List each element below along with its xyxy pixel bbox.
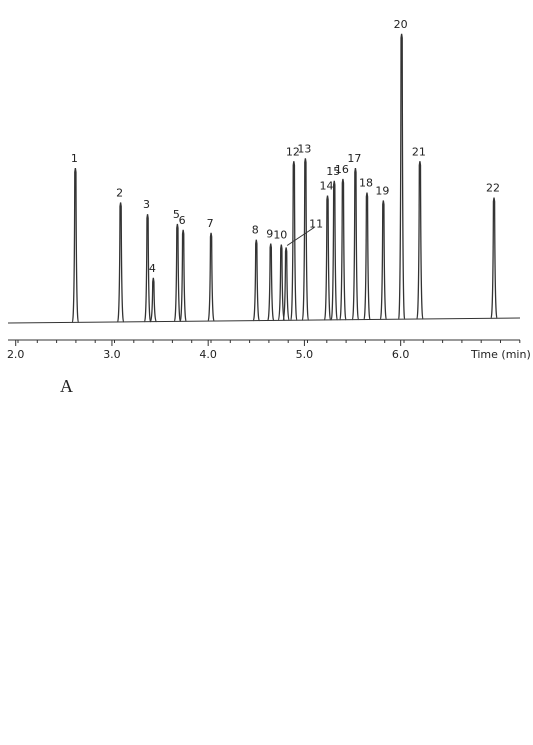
peak	[363, 192, 371, 321]
peak-label: 9	[266, 228, 273, 241]
peak-label: 13	[297, 142, 311, 155]
baseline	[7, 317, 521, 324]
peak	[71, 168, 80, 323]
peak	[416, 161, 424, 320]
peak-label: 18	[359, 177, 373, 190]
x-tick-label: 2.0	[7, 348, 25, 361]
peak-label: 17	[347, 152, 361, 165]
peak	[143, 214, 152, 323]
peak-label: 21	[412, 145, 426, 158]
peak	[173, 223, 182, 322]
peak-label: 22	[486, 182, 500, 195]
peak-label: 11	[309, 218, 323, 231]
peak	[267, 243, 275, 322]
peak-label: 5	[173, 208, 180, 221]
peak-label: 8	[252, 224, 259, 237]
peak-label: 4	[149, 262, 156, 275]
peak	[290, 161, 298, 321]
peak-label: 15	[326, 165, 340, 178]
peak-label: 19	[375, 184, 389, 197]
peak-label: 7	[207, 217, 214, 230]
peak-label: 10	[273, 229, 287, 242]
peak	[397, 33, 406, 320]
leader-line	[286, 227, 315, 246]
peak	[149, 277, 157, 323]
peak	[252, 239, 260, 322]
peak-label: 3	[143, 198, 150, 211]
peak	[301, 158, 310, 321]
panel-label: A	[60, 376, 73, 396]
peak	[490, 197, 498, 319]
x-tick-label: 6.0	[392, 348, 410, 361]
peak	[116, 202, 125, 323]
peak-label: 6	[179, 214, 186, 227]
x-axis-label: Time (min)	[470, 348, 531, 361]
peak-label: 20	[394, 18, 408, 31]
peak-label: 12	[286, 145, 300, 158]
x-tick-label: 5.0	[296, 348, 314, 361]
peak-label: 16	[335, 163, 349, 176]
peak	[179, 229, 187, 322]
peak-label: 1	[71, 152, 78, 165]
peak-label: 14	[320, 180, 334, 193]
peak	[339, 178, 347, 321]
peak	[323, 195, 332, 321]
peak	[282, 247, 290, 321]
peak	[330, 180, 338, 321]
peak-label: 2	[116, 186, 123, 199]
x-tick-label: 4.0	[199, 348, 217, 361]
peak	[351, 168, 360, 321]
peak	[379, 200, 387, 320]
peak	[277, 244, 285, 321]
peak	[207, 232, 215, 322]
x-tick-label: 3.0	[103, 348, 121, 361]
